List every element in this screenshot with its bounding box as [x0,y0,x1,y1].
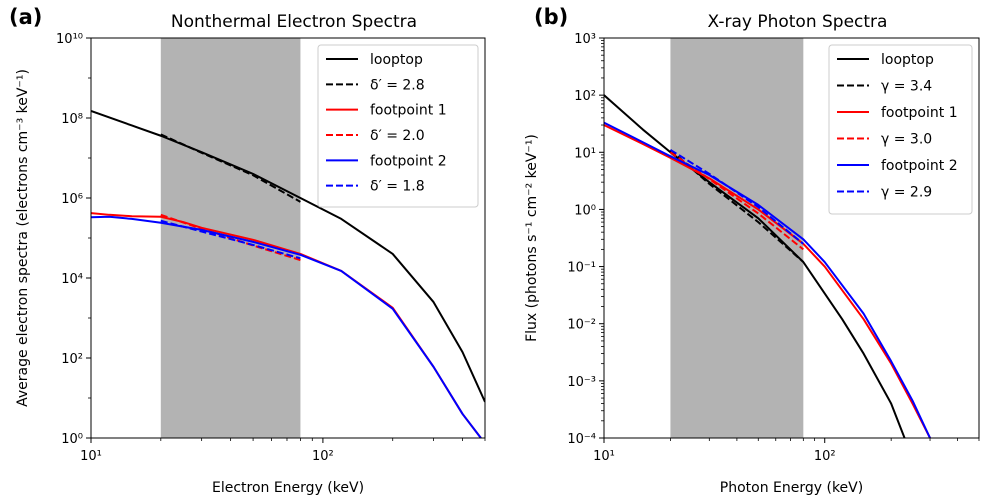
series-line-0 [91,110,485,403]
y-tick-label: 10⁴ [61,272,83,287]
x-axis-label: Electron Energy (keV) [212,480,364,496]
panel-label: (b) [534,5,568,29]
y-tick-label: 10⁻² [567,318,596,333]
legend-label-4: footpoint 2 [881,158,958,174]
legend-label-0: looptop [881,52,934,68]
y-tick-label: 10¹⁰ [56,32,83,47]
x-tick-label: 10² [312,449,334,464]
x-tick-label: 10¹ [593,449,615,464]
legend-label-0: looptop [370,52,423,68]
series-line-4 [604,121,931,438]
y-axis-label: Flux (photons s⁻¹ cm⁻² keV⁻¹) [524,134,540,342]
series-line-1 [669,149,804,263]
legend-label-3: γ = 3.0 [881,132,932,148]
series-line-5 [160,219,301,260]
series-line-1 [160,133,301,203]
y-tick-label: 10⁶ [61,192,83,207]
legend-box [317,44,479,208]
series-line-0 [604,94,906,438]
y-axis-label: Average electron spectra (electrons cm⁻³… [15,69,31,407]
panel-label: (a) [9,5,42,29]
x-tick-label: 10¹ [80,449,102,464]
panel-a: 10¹ 10² 10⁰ 10² 10⁴ 10⁶ 10⁸ 10¹⁰ Nonthermal Elec… [9,5,486,496]
chart-title: X-ray Photon Spectra [708,12,888,32]
legend-label-2: footpoint 1 [881,105,958,121]
x-tick-label: 10² [814,449,836,464]
y-tick-label: 10² [61,352,83,367]
legend-label-3: δ′ = 2.0 [370,128,425,144]
y-tick-label: 10⁰ [61,432,83,447]
legend-label-5: γ = 2.9 [881,185,932,201]
legend-label-5: δ′ = 1.8 [370,179,425,195]
legend: looptop δ′ = 2.8 footpoint 1 δ′ = 2.0 footpo… [317,44,479,208]
series-line-5 [669,149,804,245]
y-tick-label: 10² [574,89,596,104]
legend-label-2: footpoint 1 [370,103,447,119]
y-tick-label: 10⁰ [574,203,596,218]
y-tick-label: 10⁸ [61,112,83,127]
legend-box [828,44,973,215]
shaded-energy-range [670,38,804,438]
series-line-4 [91,215,482,438]
legend-label-4: footpoint 2 [370,153,447,169]
chart-title: Nonthermal Electron Spectra [171,12,417,32]
legend: looptop γ = 3.4 footpoint 1 γ = 3.0 footpoin… [828,44,973,215]
y-tick-label: 10⁻¹ [567,261,596,276]
x-axis-label: Photon Energy (keV) [720,480,863,496]
series-line-3 [160,213,301,262]
y-tick-label: 10¹ [574,146,596,161]
plot-frame [603,37,980,439]
y-tick-label: 10⁻³ [567,375,596,390]
y-tick-label: 10³ [574,32,596,47]
legend-label-1: δ′ = 2.8 [370,77,425,93]
y-tick-label: 10⁻⁴ [567,432,596,447]
legend-label-1: γ = 3.4 [881,79,932,95]
panel-b: 10¹ 10² 10⁻⁴ 10⁻³ 10⁻² 10⁻¹ 10⁰ 10¹ 10² 10³ X-ray … [524,5,980,496]
